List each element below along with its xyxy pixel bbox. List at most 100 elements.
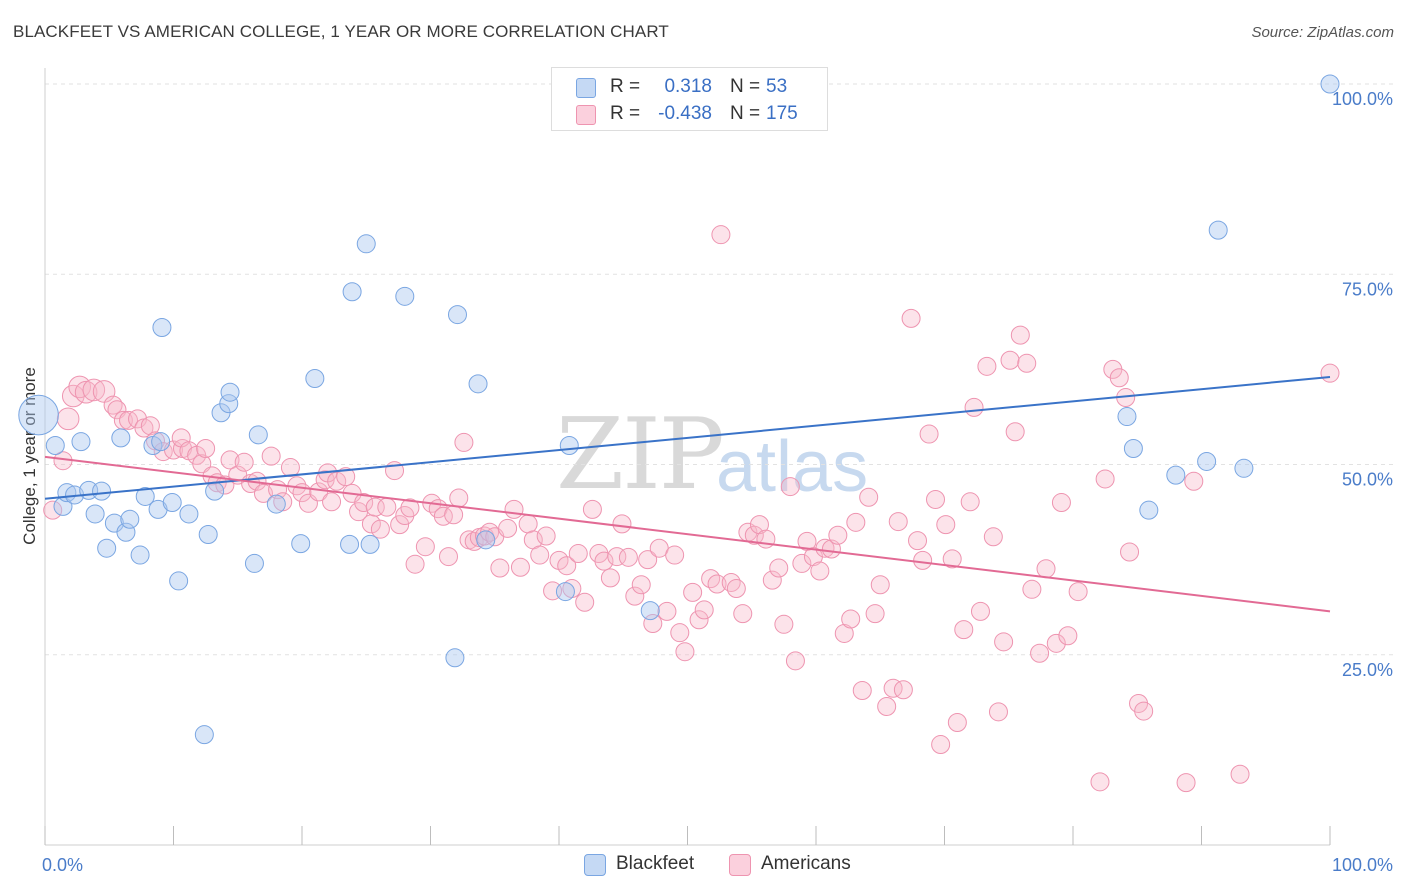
- americans-point: [970, 601, 990, 621]
- blackfeet-point: [1166, 465, 1186, 485]
- americans-point: [780, 477, 800, 497]
- americans-point: [1230, 764, 1250, 784]
- americans-point: [852, 681, 872, 701]
- americans-trendline: [44, 455, 1331, 613]
- blackfeet-point: [151, 432, 171, 452]
- americans-point: [960, 492, 980, 512]
- americans-point: [792, 553, 812, 573]
- americans-point: [1134, 701, 1154, 721]
- americans-point: [762, 570, 782, 590]
- stats-legend-row-blackfeet: R = 0.318 N = 53: [552, 74, 827, 100]
- americans-point: [977, 356, 997, 376]
- americans-point: [983, 527, 1003, 547]
- americans-point: [309, 482, 329, 502]
- blackfeet-point: [194, 725, 214, 745]
- americans-point: [1184, 471, 1204, 491]
- americans-point: [234, 452, 254, 472]
- americans-point: [444, 505, 464, 525]
- americans-swatch: [576, 105, 596, 125]
- y-tick-label: 75.0%: [1342, 279, 1393, 299]
- americans-legend-swatch: [729, 854, 751, 876]
- americans-point: [280, 458, 300, 478]
- blackfeet-point: [1320, 74, 1340, 94]
- series-legend: Blackfeet Americans: [0, 850, 1406, 878]
- americans-point: [1046, 633, 1066, 653]
- blackfeet-point: [18, 394, 59, 436]
- americans-point: [390, 515, 410, 535]
- americans-point: [1005, 422, 1025, 442]
- americans-point: [600, 568, 620, 588]
- r-label: R =: [610, 103, 641, 124]
- americans-point: [810, 561, 830, 581]
- americans-point: [774, 614, 794, 634]
- stats-legend-row-americans: R = -0.438 N = 175: [552, 101, 827, 127]
- americans-point: [744, 525, 764, 545]
- americans-point: [931, 735, 951, 755]
- americans-point: [405, 554, 425, 574]
- americans-point: [883, 678, 903, 698]
- americans-point: [828, 525, 848, 545]
- americans-point: [749, 515, 769, 535]
- americans-point: [625, 586, 645, 606]
- blackfeet-point: [305, 369, 325, 389]
- americans-point: [518, 514, 538, 534]
- americans-point: [618, 547, 638, 567]
- x-tick-label: 0.0%: [42, 855, 83, 875]
- americans-point: [594, 551, 614, 571]
- americans-point: [901, 308, 921, 328]
- americans-point: [888, 512, 908, 532]
- americans-point: [942, 549, 962, 569]
- r-label: R =: [610, 76, 641, 97]
- blackfeet-point: [1197, 451, 1217, 471]
- americans-point: [454, 432, 474, 452]
- americans-point: [1320, 363, 1340, 383]
- americans-point: [721, 572, 741, 592]
- americans-point: [865, 604, 885, 624]
- americans-point: [877, 696, 897, 716]
- americans-point: [994, 632, 1014, 652]
- americans-point: [365, 497, 385, 517]
- americans-point: [947, 712, 967, 732]
- blackfeet-point: [111, 428, 131, 448]
- americans-point: [675, 642, 695, 662]
- blackfeet-point: [266, 494, 286, 514]
- americans-point: [322, 492, 342, 512]
- blackfeet-point: [205, 481, 225, 501]
- americans-point: [1120, 542, 1140, 562]
- blackfeet-point: [476, 530, 496, 550]
- blackfeet-point: [152, 318, 172, 338]
- americans-point: [815, 538, 835, 558]
- americans-point: [701, 569, 721, 589]
- blackfeet-point: [640, 601, 660, 621]
- blackfeet-point: [356, 234, 376, 254]
- americans-point: [638, 550, 658, 570]
- r-value: 0.318: [664, 76, 712, 97]
- americans-point: [756, 529, 776, 549]
- americans-point: [1068, 582, 1088, 602]
- n-value: 175: [766, 103, 798, 124]
- americans-point: [415, 537, 435, 557]
- americans-point: [74, 380, 98, 404]
- americans-point: [498, 518, 518, 538]
- americans-point: [665, 545, 685, 565]
- americans-point: [1176, 773, 1196, 793]
- americans-point: [336, 467, 356, 487]
- americans-point: [1010, 325, 1030, 345]
- blackfeet-point: [1123, 439, 1143, 459]
- x-tick-label: 100.0%: [1332, 855, 1393, 875]
- americans-point: [893, 680, 913, 700]
- y-tick-label: 100.0%: [1332, 89, 1393, 109]
- americans-point: [870, 575, 890, 595]
- americans-point: [711, 225, 731, 245]
- americans-point: [769, 558, 789, 578]
- blackfeet-point: [85, 504, 105, 524]
- americans-point: [683, 582, 703, 602]
- americans-point: [1109, 368, 1129, 388]
- americans-point: [841, 609, 861, 629]
- americans-point: [1051, 493, 1071, 513]
- americans-point: [954, 620, 974, 640]
- americans-point: [510, 557, 530, 577]
- blackfeet-point: [1139, 500, 1159, 520]
- americans-point: [846, 512, 866, 532]
